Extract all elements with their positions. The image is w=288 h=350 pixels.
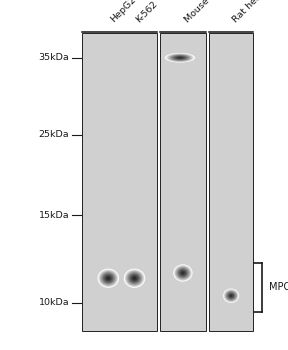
Text: 35kDa: 35kDa [38, 53, 69, 62]
Ellipse shape [226, 292, 236, 300]
Ellipse shape [227, 292, 235, 299]
Bar [160, 33, 206, 331]
Bar [82, 33, 157, 331]
Ellipse shape [129, 273, 140, 283]
Ellipse shape [180, 270, 186, 276]
Ellipse shape [103, 273, 114, 283]
Text: MPC1: MPC1 [269, 282, 288, 292]
Ellipse shape [229, 294, 233, 298]
Ellipse shape [174, 265, 192, 281]
Text: 15kDa: 15kDa [39, 211, 69, 220]
Ellipse shape [166, 53, 194, 62]
Ellipse shape [177, 268, 189, 278]
Ellipse shape [176, 266, 190, 280]
Bar [209, 33, 253, 331]
Ellipse shape [223, 288, 239, 303]
Ellipse shape [230, 295, 232, 296]
Ellipse shape [225, 290, 237, 301]
Ellipse shape [98, 270, 118, 287]
Ellipse shape [226, 291, 236, 301]
Ellipse shape [126, 271, 143, 286]
Ellipse shape [106, 276, 111, 281]
Text: Mouse liver: Mouse liver [183, 0, 228, 25]
Ellipse shape [100, 271, 116, 286]
Ellipse shape [127, 272, 142, 285]
Ellipse shape [102, 273, 115, 284]
Ellipse shape [132, 276, 137, 281]
Text: Rat heart: Rat heart [231, 0, 269, 25]
Ellipse shape [178, 269, 188, 277]
Ellipse shape [173, 264, 193, 282]
Ellipse shape [99, 270, 117, 286]
Ellipse shape [177, 57, 183, 58]
Ellipse shape [128, 273, 141, 284]
Ellipse shape [179, 57, 181, 58]
Ellipse shape [124, 269, 145, 288]
Ellipse shape [173, 55, 187, 60]
Text: K-562: K-562 [134, 0, 160, 25]
Text: HepG2: HepG2 [108, 0, 137, 25]
Ellipse shape [105, 275, 112, 281]
Ellipse shape [125, 270, 144, 287]
Ellipse shape [228, 293, 234, 299]
Ellipse shape [224, 290, 238, 302]
Ellipse shape [228, 293, 234, 298]
Ellipse shape [181, 271, 185, 275]
Ellipse shape [101, 272, 115, 285]
Ellipse shape [97, 269, 119, 288]
Ellipse shape [175, 266, 191, 280]
Ellipse shape [133, 276, 136, 280]
Ellipse shape [181, 272, 185, 274]
Ellipse shape [169, 54, 191, 61]
Ellipse shape [167, 54, 193, 62]
Ellipse shape [107, 278, 109, 279]
Ellipse shape [134, 278, 135, 279]
Ellipse shape [126, 270, 143, 286]
Ellipse shape [224, 289, 238, 302]
Ellipse shape [104, 274, 113, 282]
Ellipse shape [182, 272, 184, 274]
Ellipse shape [179, 270, 187, 276]
Ellipse shape [176, 267, 190, 279]
Ellipse shape [171, 55, 189, 61]
Ellipse shape [107, 276, 110, 280]
Ellipse shape [230, 295, 232, 297]
Ellipse shape [176, 57, 184, 59]
Text: 10kDa: 10kDa [39, 298, 69, 307]
Ellipse shape [170, 55, 190, 61]
Ellipse shape [131, 275, 138, 281]
Ellipse shape [174, 56, 186, 60]
Ellipse shape [130, 274, 139, 282]
Ellipse shape [165, 53, 195, 63]
Ellipse shape [175, 56, 185, 60]
Text: 25kDa: 25kDa [39, 130, 69, 139]
